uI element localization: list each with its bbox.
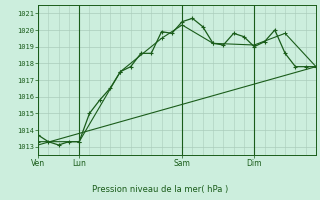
Text: Pression niveau de la mer( hPa ): Pression niveau de la mer( hPa ) (92, 185, 228, 194)
